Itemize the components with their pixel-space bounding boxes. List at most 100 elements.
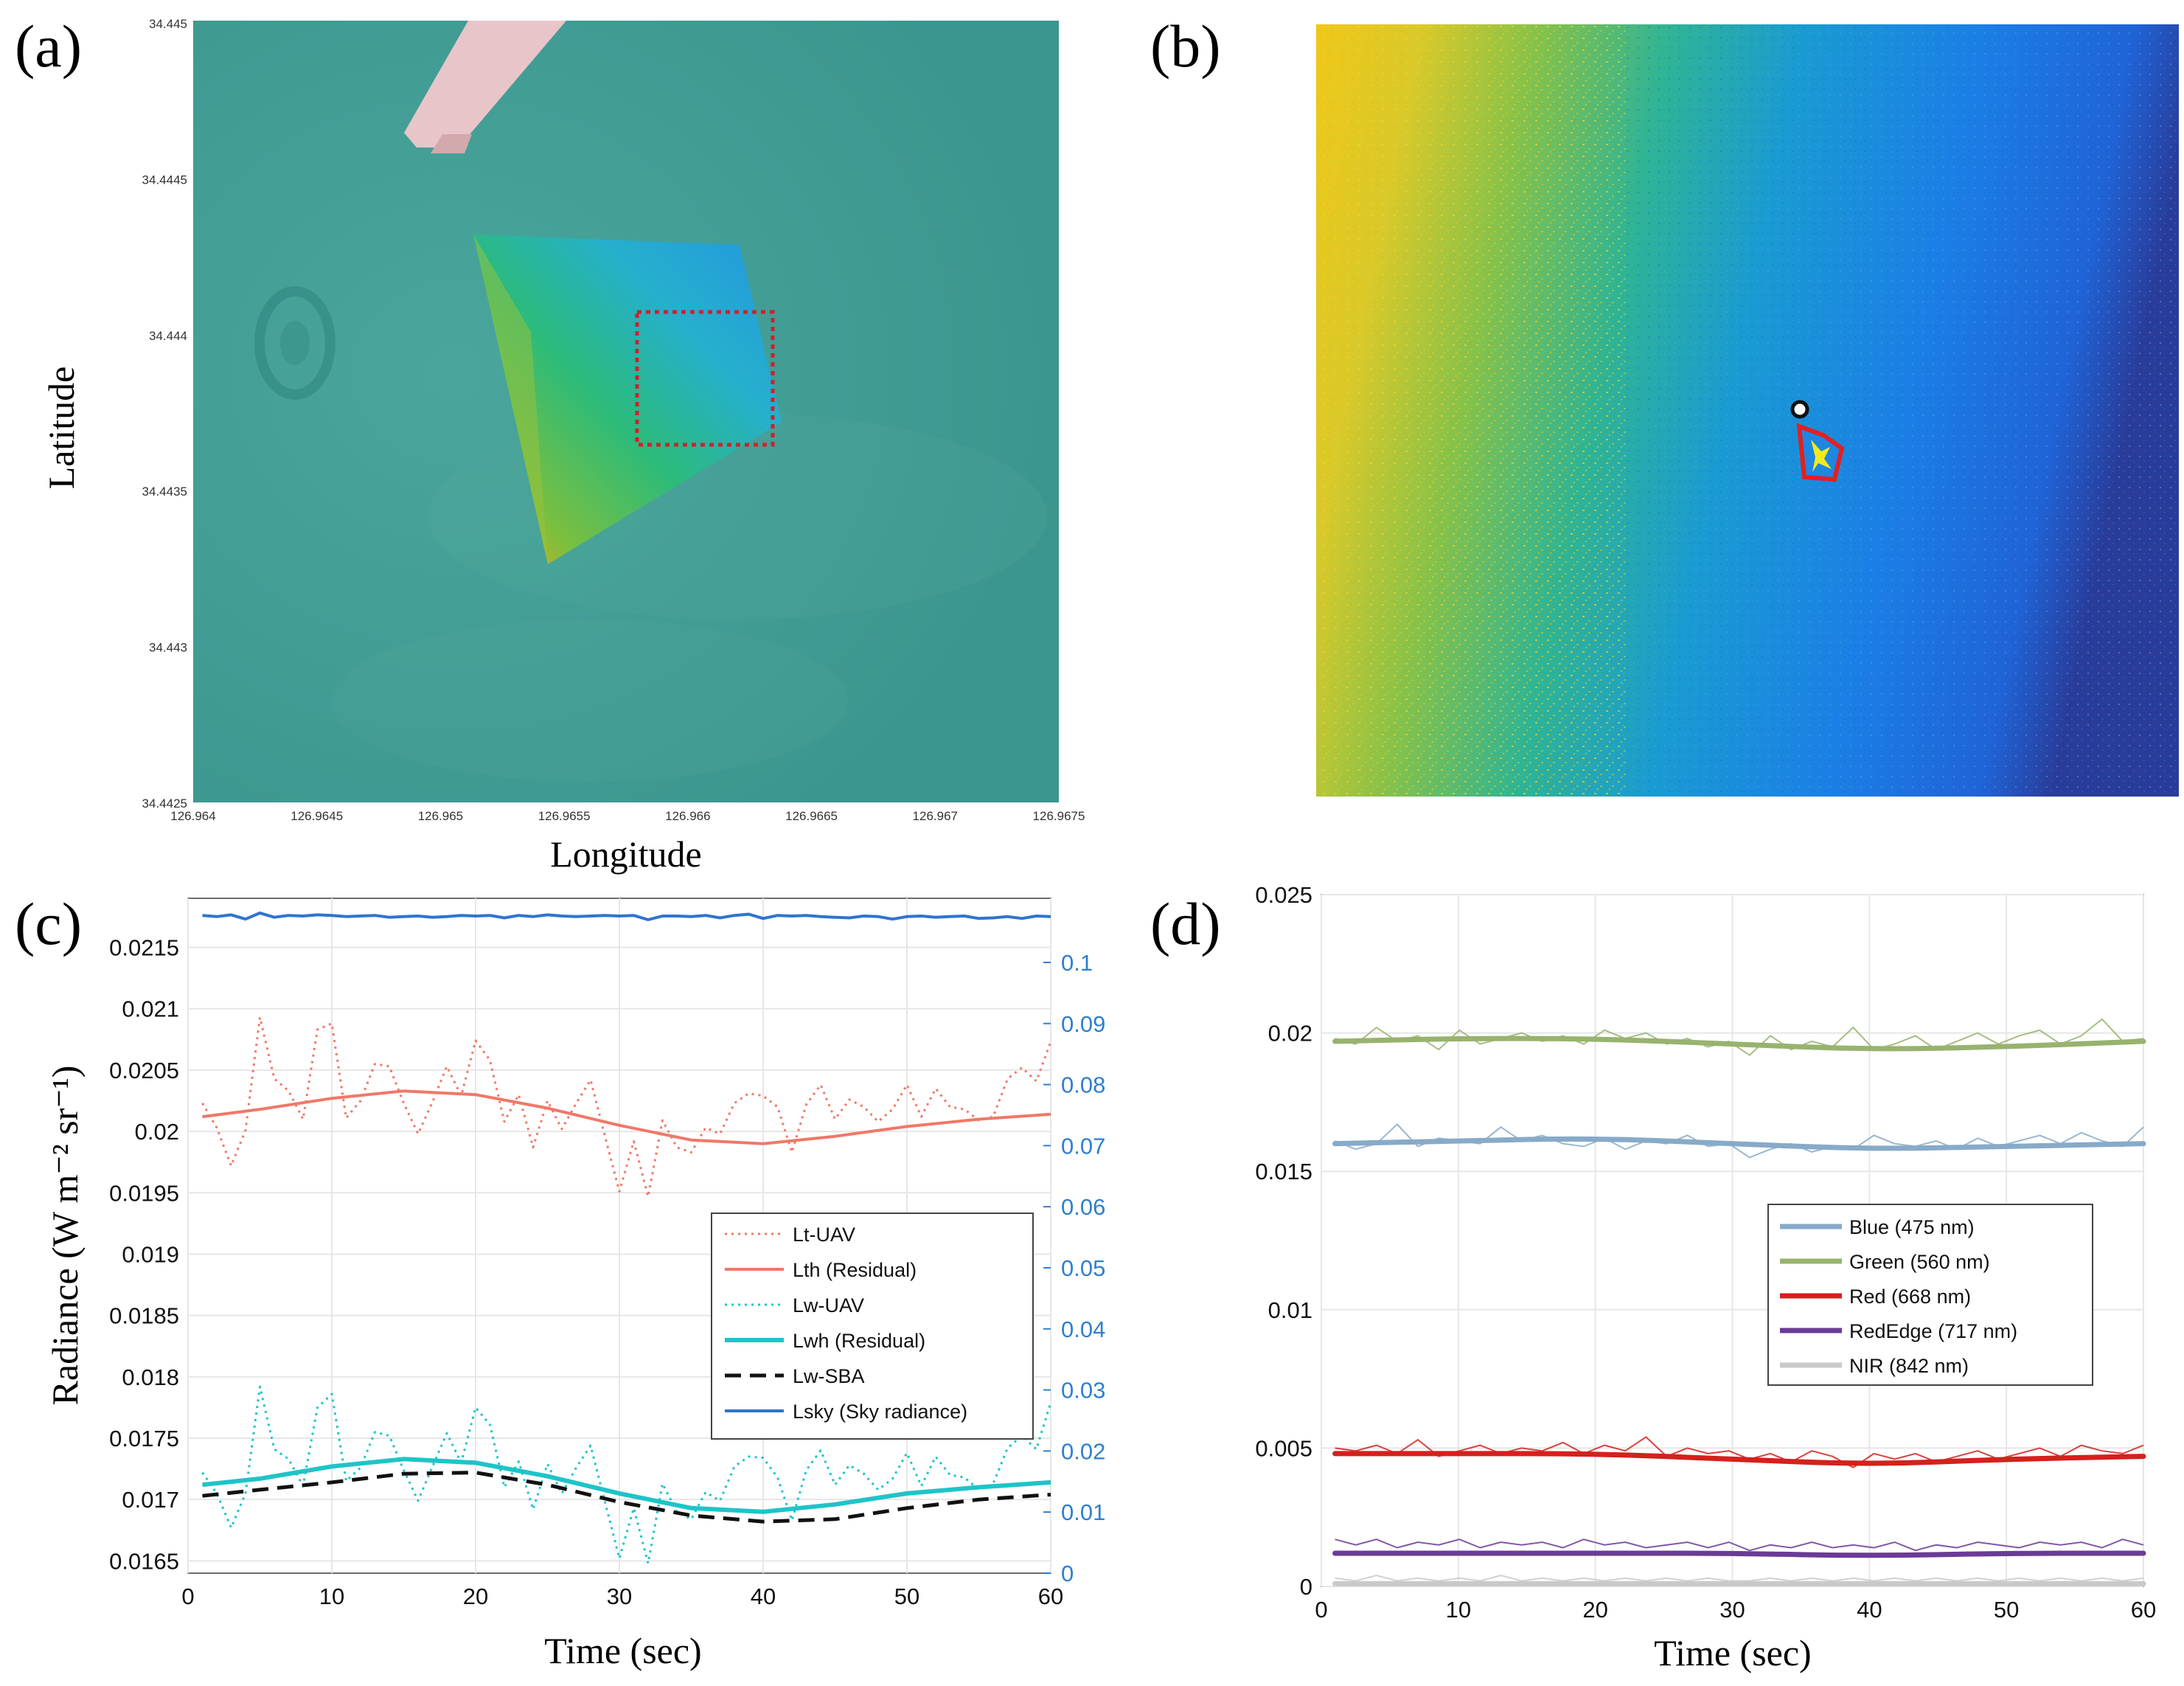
a-ylabel: Latitude [41,367,82,490]
a-xtick-label: 126.9645 [291,809,343,823]
c-legend: Lt-UAV Lth (Residual) Lw-UAV Lwh (Residual)… [711,1213,1034,1440]
d-legend-label: Blue (475 nm) [1849,1216,1975,1238]
d-xtick-label: 10 [1446,1597,1471,1623]
d-ytick-label: 0.015 [1255,1159,1312,1184]
a-ytick-label: 34.4445 [142,173,187,187]
a-ytick-label: 34.4425 [142,797,187,811]
c-xtick-label: 0 [181,1583,194,1609]
d-legend-label: Red (668 nm) [1849,1286,1971,1308]
c-ytick-label: 0.0195 [109,1180,179,1206]
a-ytick-label: 34.4435 [142,485,187,499]
c-y2tick-label: 0.04 [1061,1316,1105,1342]
c-legend-label: Lwh (Residual) [793,1330,925,1352]
c-xtick-label: 30 [607,1583,632,1609]
d-raw-nir [1335,1574,2144,1582]
c-y2tick-label: 0.05 [1061,1255,1105,1281]
c-legend-label: Lsky (Sky radiance) [793,1401,967,1423]
c-ytick-label: 0.02 [135,1119,179,1145]
pier [404,21,566,148]
d-legend-label: RedEdge (717 nm) [1849,1320,2017,1342]
c-ytick-label: 0.0185 [109,1303,179,1329]
c-ytick-label: 0.0215 [109,935,179,961]
d-raw-red [1335,1436,2144,1468]
c-series-lt-uav [201,1016,1052,1198]
c-y2tick-label: 0.08 [1061,1072,1105,1098]
c-ytick-label: 0.017 [122,1487,179,1513]
a-xtick-label: 126.966 [665,809,710,823]
a-ytick-label: 34.445 [149,17,187,31]
c-xlabel: Time (sec) [544,1630,701,1671]
d-ytick-label: 0.005 [1255,1435,1312,1461]
c-y2tick-label: 0.02 [1061,1438,1105,1464]
d-xtick-label: 40 [1857,1597,1882,1623]
d-ytick-label: 0.01 [1268,1297,1312,1323]
d-xlabel: Time (sec) [1654,1632,1811,1673]
d-smooth-red [1332,1451,2146,1466]
a-ytick-label: 34.444 [149,329,187,343]
a-xtick-label: 126.9665 [785,809,838,823]
d-smooth-green [1332,1035,2146,1052]
d-smooth-blue [1332,1136,2146,1151]
c-y2tick-label: 0.06 [1061,1194,1105,1220]
c-legend-box [711,1213,1034,1440]
d-smooth-rededge [1332,1550,2146,1558]
c-ytick-label: 0.0165 [109,1548,179,1574]
panel-a-label: (a) [15,13,82,80]
c-series-lsky [202,911,1051,921]
c-xtick-label: 60 [1038,1583,1063,1609]
panel-b-label: (b) [1150,13,1221,80]
c-y2tick-label: 0.09 [1061,1011,1105,1037]
panel-c: (c) 0 10 20 30 40 50 60 0.0165 0.017 0.0175 0.018 0… [15,890,1105,1671]
a-y-ticks: 34.445 34.4445 34.444 34.4435 34.443 34.4425 [142,17,187,811]
d-ytick-label: 0.02 [1268,1021,1312,1047]
panel-a: (a) 126.964 126.9645 126.965 126.9655 126.96… [15,13,1085,875]
c-y2tick-label: 0.07 [1061,1133,1105,1159]
d-xtick-label: 20 [1582,1597,1607,1623]
c-ytick-label: 0.0175 [109,1426,179,1451]
c-ylabel: Radiance (W m⁻² sr⁻¹) [44,1066,86,1406]
d-ytick-label: 0.025 [1255,882,1312,908]
c-ytick-label: 0.018 [122,1364,179,1390]
a-xtick-label: 126.9675 [1033,809,1085,823]
c-legend-label: Lth (Residual) [793,1259,917,1281]
d-raw-rededge [1335,1538,2144,1552]
c-xtick-label: 20 [463,1583,488,1609]
c-legend-label: Lw-SBA [793,1365,865,1387]
a-xlabel: Longitude [550,833,702,875]
c-xtick-label: 10 [319,1583,344,1609]
d-xtick-label: 0 [1315,1597,1327,1623]
d-xtick-label: 50 [1994,1597,2019,1623]
c-legend-label: Lw-UAV [793,1294,864,1316]
d-xtick-label: 30 [1719,1597,1745,1623]
c-series-lth [202,1089,1051,1145]
d-legend-label: NIR (842 nm) [1849,1355,1969,1377]
panel-b: (b) [1150,13,2179,797]
a-xtick-label: 126.967 [913,809,958,823]
c-y2tick-label: 0.03 [1061,1378,1105,1404]
panel-c-label: (c) [15,890,82,957]
a-xtick-label: 126.964 [170,809,215,823]
c-y2tick-label: 0.01 [1061,1499,1105,1525]
a-xtick-label: 126.9655 [538,809,591,823]
c-ytick-label: 0.0205 [109,1058,179,1083]
a-x-ticks: 126.964 126.9645 126.965 126.9655 126.966 126… [170,809,1085,823]
c-y2tick-label: 0 [1061,1561,1074,1586]
c-ytick-label: 0.019 [122,1241,179,1267]
d-legend-label: Green (560 nm) [1849,1251,1990,1273]
d-ytick-label: 0 [1300,1574,1312,1600]
a-ytick-label: 34.443 [149,641,187,655]
c-y2tick-label: 0.1 [1061,950,1093,976]
panel-d: (d) 0 10 20 30 40 50 60 0 0.005 0.01 0.015 0.02 0.02… [1150,882,2156,1673]
c-xtick-label: 50 [894,1583,919,1609]
uav-image-footprint [473,235,782,564]
swirl [254,286,335,400]
c-series-lw-sba [202,1471,1051,1524]
sensor-marker [1790,400,1809,419]
a-xtick-label: 126.965 [418,809,463,823]
roi-box [635,310,775,447]
c-ytick-label: 0.021 [122,996,179,1022]
d-legend: Blue (475 nm) Green (560 nm) Red (668 nm) R… [1767,1204,2093,1386]
d-xtick-label: 60 [2131,1597,2156,1623]
c-series-lwh [202,1457,1051,1514]
